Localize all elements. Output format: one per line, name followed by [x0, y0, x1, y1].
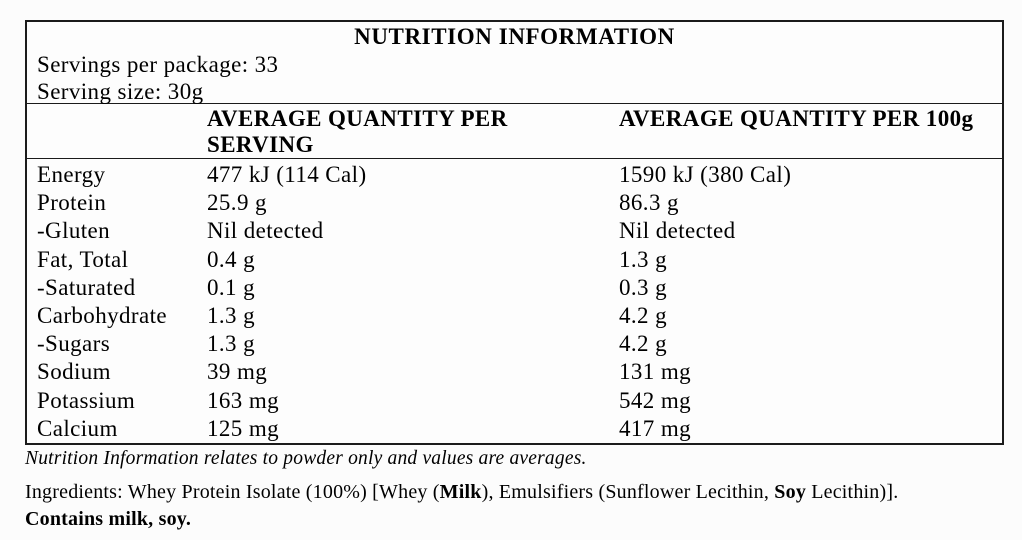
per-100g-value-cell: 86.3 g: [619, 190, 679, 216]
nutrient-name-cell: Energy: [37, 162, 106, 187]
per-serving-value-cell: 25.9 g: [207, 190, 267, 216]
per-100g-value-cell: 1.3 g: [619, 246, 667, 272]
footnote: Nutrition Information relates to powder …: [25, 448, 587, 469]
nutrient-name-cell: Protein: [37, 190, 107, 216]
table-row: Energy 477 kJ (114 Cal) 1590 kJ (380 Cal…: [37, 161, 1002, 189]
per-100g-value-cell: 417 mg: [619, 415, 692, 441]
panel-title: NUTRITION INFORMATION: [354, 24, 675, 49]
table-row: Potassium 163 mg 542 mg: [37, 387, 1002, 415]
per-serving-value-cell: 1.3 g: [207, 331, 255, 357]
ingredients-block: Ingredients: Whey Protein Isolate (100%)…: [25, 479, 1005, 533]
per-100g-value-cell: 4.2 g: [619, 303, 667, 329]
nutrient-name-cell: Carbohydrate: [37, 303, 167, 329]
per-serving-value-cell: 477 kJ (114 Cal): [207, 162, 367, 187]
table-row: -Gluten Nil detected Nil detected: [37, 217, 1002, 245]
nutrient-name-cell: Calcium: [37, 415, 118, 441]
nutrient-name-cell: Potassium: [37, 387, 136, 413]
table-row: -Saturated 0.1 g 0.3 g: [37, 274, 1002, 302]
per-serving-value-cell: 1.3 g: [207, 303, 255, 329]
nutrient-name-cell: Sodium: [37, 359, 111, 385]
table-row: Sodium 39 mg 131 mg: [37, 358, 1002, 386]
column-header-per-serving: AVERAGE QUANTITY PER SERVING: [207, 106, 508, 157]
ingredients-text: Ingredients: Whey Protein Isolate (100%)…: [25, 481, 899, 503]
column-header-nutrient: [37, 106, 207, 158]
per-serving-value-cell: 39 mg: [207, 359, 268, 385]
per-100g-value-cell: 4.2 g: [619, 331, 667, 357]
per-100g-value-cell: Nil detected: [619, 218, 736, 244]
per-serving-value-cell: 0.1 g: [207, 274, 255, 300]
column-header-per-100g: AVERAGE QUANTITY PER 100g: [619, 106, 974, 131]
per-serving-value-cell: 0.4 g: [207, 246, 255, 272]
per-serving-value-cell: 163 mg: [207, 387, 280, 413]
per-serving-value-cell: Nil detected: [207, 218, 324, 244]
nutrition-information-panel: NUTRITION INFORMATION Servings per packa…: [25, 20, 1004, 445]
per-100g-value-cell: 542 mg: [619, 387, 692, 413]
per-100g-value-cell: 1590 kJ (380 Cal): [619, 162, 792, 187]
servings-per-package: Servings per package: 33: [37, 52, 279, 77]
per-100g-value-cell: 0.3 g: [619, 274, 667, 300]
panel-intro: NUTRITION INFORMATION Servings per packa…: [27, 22, 1002, 104]
table-row: Fat, Total 0.4 g 1.3 g: [37, 246, 1002, 274]
nutrient-name-cell: -Sugars: [37, 331, 111, 357]
contains-statement: Contains milk, soy.: [25, 508, 192, 530]
column-header-row: AVERAGE QUANTITY PER SERVING AVERAGE QUA…: [27, 104, 1002, 159]
table-row: -Sugars 1.3 g 4.2 g: [37, 330, 1002, 358]
per-100g-value-cell: 131 mg: [619, 359, 692, 385]
nutrient-rows: Energy 477 kJ (114 Cal) 1590 kJ (380 Cal…: [27, 159, 1002, 443]
per-serving-value-cell: 125 mg: [207, 415, 280, 441]
table-row: Calcium 125 mg 417 mg: [37, 415, 1002, 443]
serving-size: Serving size: 30g: [37, 79, 204, 104]
nutrient-name-cell: -Saturated: [37, 274, 136, 300]
table-row: Carbohydrate 1.3 g 4.2 g: [37, 302, 1002, 330]
nutrient-name-cell: -Gluten: [37, 218, 111, 244]
nutrient-name-cell: Fat, Total: [37, 246, 129, 272]
table-row: Protein 25.9 g 86.3 g: [37, 189, 1002, 217]
